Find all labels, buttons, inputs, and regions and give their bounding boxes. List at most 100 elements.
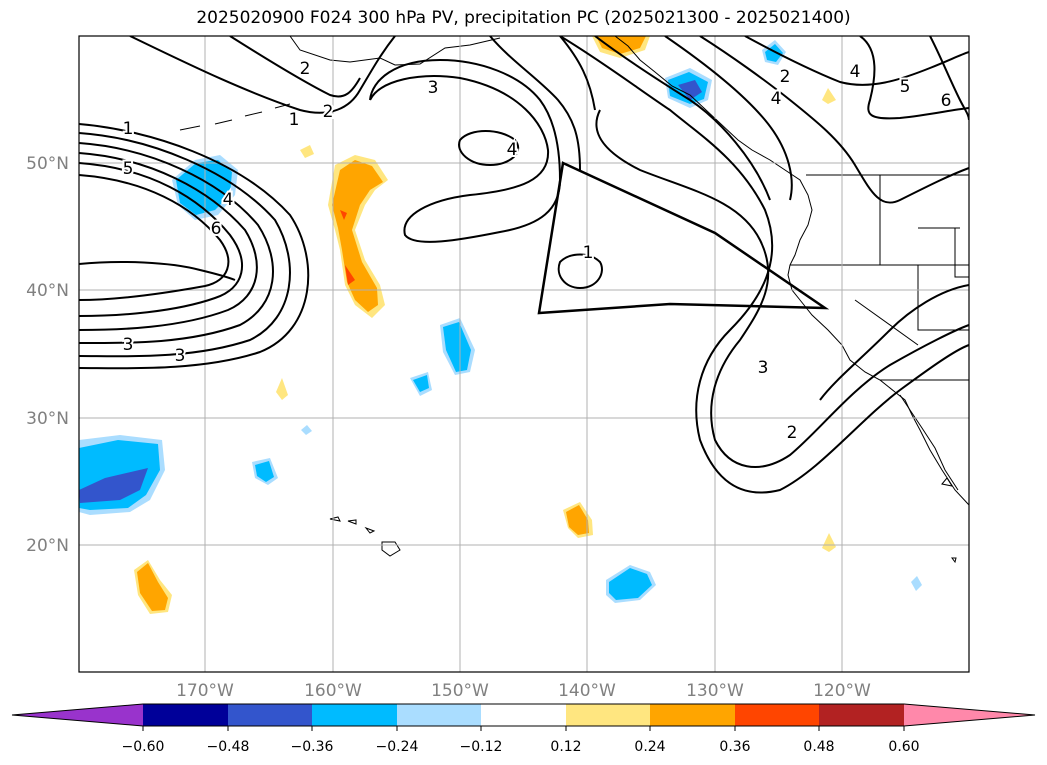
contour-label: 3 xyxy=(758,358,769,378)
map-border xyxy=(78,35,970,673)
precip-positive-area xyxy=(822,88,836,104)
colorbar-tick-label: 0.12 xyxy=(550,739,581,755)
colorbar-segment xyxy=(481,704,566,726)
precip-positive-area xyxy=(340,210,347,220)
pv-contour xyxy=(79,174,230,301)
contour-label: 3 xyxy=(175,346,186,366)
pv-contour xyxy=(689,99,771,201)
precip-negative-area xyxy=(79,468,148,503)
pv-contour xyxy=(595,109,969,468)
lon-tick-label: 140°W xyxy=(558,681,616,701)
contour-label: 3 xyxy=(123,335,134,355)
pv-contour xyxy=(79,123,310,370)
colorbar-segment xyxy=(819,704,904,726)
lat-tick-label: 50°N xyxy=(26,154,69,174)
contour-label: 2 xyxy=(787,423,798,443)
contour-label: 3 xyxy=(428,78,439,98)
precip-negative-area xyxy=(443,322,471,372)
contour-label: 1 xyxy=(123,119,134,139)
colorbar-segment xyxy=(650,704,735,726)
lon-tick-label: 170°W xyxy=(176,681,234,701)
pv-contour xyxy=(129,36,396,114)
lon-tick-label: 150°W xyxy=(431,681,489,701)
aleutian-islands xyxy=(179,103,291,131)
colorbar-tick-label: −0.48 xyxy=(207,739,250,755)
precip-positive-area xyxy=(566,505,589,535)
colorbar-segment xyxy=(735,704,819,726)
contour-label: 4 xyxy=(507,140,518,160)
pv-contour xyxy=(458,130,520,167)
pv-contour xyxy=(559,36,596,111)
map-title: 2025020900 F024 300 hPa PV, precipitatio… xyxy=(196,8,851,28)
pv-contour xyxy=(557,253,603,290)
contour-label: 1 xyxy=(583,243,594,263)
lat-tick-label: 30°N xyxy=(26,409,69,429)
colorbar-tick-label: 0.24 xyxy=(634,739,665,755)
precip-negative-area xyxy=(255,461,274,482)
alaska-coast xyxy=(289,36,501,66)
precip-positive-area xyxy=(596,36,646,54)
lat-tick-labels: 20°N 30°N 40°N 50°N xyxy=(26,154,69,556)
contour-label: 4 xyxy=(771,89,782,109)
lon-tick-labels: 170°W 160°W 150°W 140°W 130°W 120°W xyxy=(176,681,871,701)
map-panel: 1 2 3 4 5 6 1 2 3 4 3 4 4 5 6 1 2 3 2 xyxy=(79,36,969,672)
colorbar-segment xyxy=(397,704,481,726)
pv-contour xyxy=(79,162,243,317)
precip-positive-area xyxy=(332,160,383,312)
precip-negative-area xyxy=(911,576,922,591)
contour-label: 2 xyxy=(300,59,311,79)
pv-contour xyxy=(664,36,793,201)
precip-positive-area xyxy=(300,145,314,158)
gridlines xyxy=(79,36,969,672)
colorbar-tick-label: 0.36 xyxy=(719,739,750,755)
pv-contour xyxy=(929,36,969,121)
pv-contour xyxy=(699,36,969,204)
colorbar-segment xyxy=(228,704,312,726)
precip-negative-area xyxy=(678,80,702,100)
contour-label: 6 xyxy=(211,219,222,239)
colorbar-tick-labels: −0.60 −0.48 −0.36 −0.24 −0.12 0.12 0.24 … xyxy=(122,739,920,755)
pv-contour xyxy=(819,284,969,401)
colorbar-segment xyxy=(143,704,228,726)
pv-contour xyxy=(79,152,258,331)
lat-tick-label: 40°N xyxy=(26,281,69,301)
pv-contour xyxy=(79,261,236,281)
colorbar-segment xyxy=(566,704,650,726)
pv-contour xyxy=(79,142,274,345)
baja-coast xyxy=(899,394,959,491)
lat-tick-label: 20°N xyxy=(26,536,69,556)
colorbar-tick-label: 0.60 xyxy=(888,739,919,755)
colorbar-tick-label: 0.48 xyxy=(803,739,834,755)
pv-contour xyxy=(559,36,969,494)
contour-label: 5 xyxy=(900,77,911,97)
pv-contour xyxy=(594,36,691,101)
pv-contour xyxy=(489,36,581,171)
colorbar: −0.60 −0.48 −0.36 −0.24 −0.12 0.12 0.24 … xyxy=(11,703,1036,755)
hawaii-islands xyxy=(329,516,401,557)
lon-tick-label: 160°W xyxy=(304,681,362,701)
colorbar-extend-high xyxy=(904,704,1035,726)
pv-contour xyxy=(79,132,291,358)
pv-contour xyxy=(859,36,969,120)
colorbar-tick-label: −0.60 xyxy=(122,739,165,755)
coastlines xyxy=(179,36,969,564)
precip-negative-area xyxy=(609,568,652,600)
contour-label: 5 xyxy=(123,159,134,179)
contour-label: 2 xyxy=(780,67,791,87)
lon-tick-label: 120°W xyxy=(813,681,871,701)
lon-tick-label: 130°W xyxy=(686,681,744,701)
precip-positive-area xyxy=(137,563,168,611)
contour-label: 1 xyxy=(289,110,300,130)
colorbar-segment xyxy=(312,704,397,726)
colorbar-extend-low xyxy=(12,704,143,726)
precip-positive-area xyxy=(276,378,288,400)
precip-negative-area xyxy=(413,375,429,392)
contour-label: 6 xyxy=(941,91,952,111)
state-lines xyxy=(790,175,969,346)
precip-shading xyxy=(79,36,922,614)
island xyxy=(941,477,957,564)
precip-positive-area xyxy=(822,533,836,552)
precip-positive-area xyxy=(345,265,355,285)
pv-contour xyxy=(744,36,969,86)
